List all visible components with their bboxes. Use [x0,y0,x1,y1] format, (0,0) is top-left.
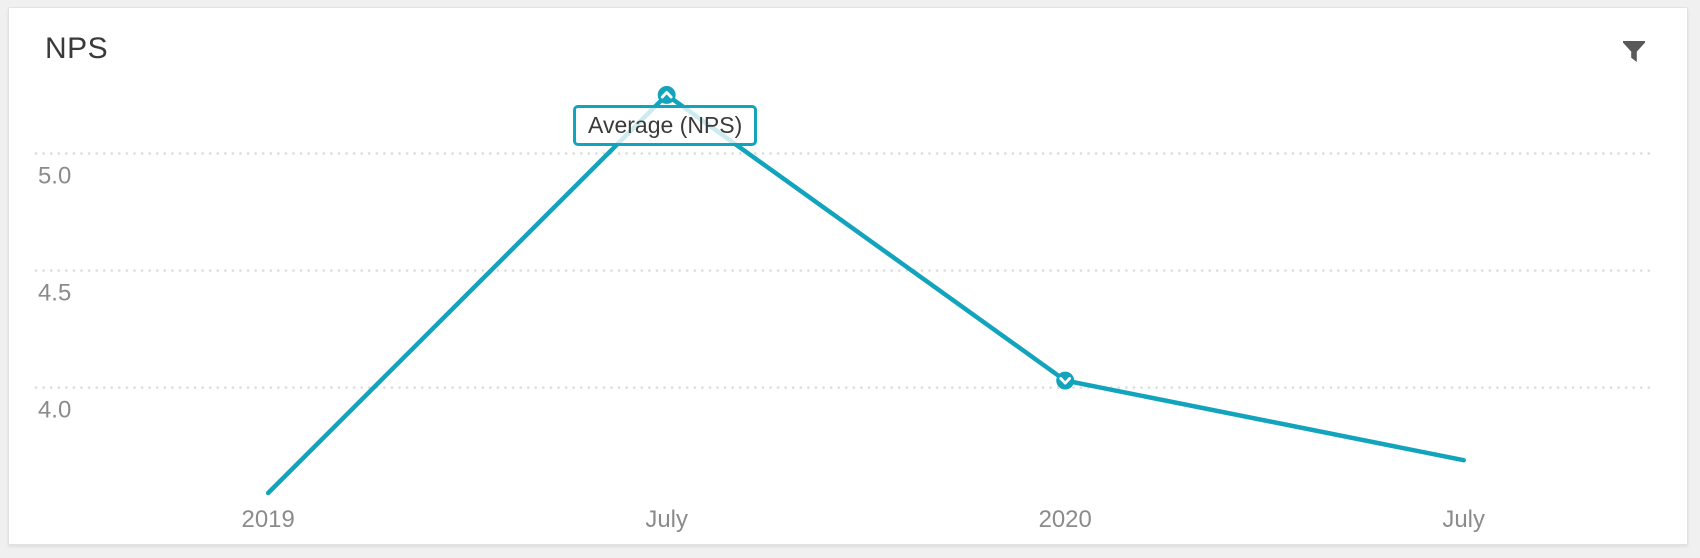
point-tooltip: Average (NPS) [573,105,758,146]
filter-funnel-icon [1623,41,1645,62]
x-tick-label: 2020 [1039,506,1092,533]
y-tick-label: 5.0 [38,162,71,189]
y-tick-label: 4.0 [38,396,71,423]
card-title: NPS [45,32,109,65]
point-tooltip-label: Average (NPS) [588,112,743,138]
line-chart-canvas[interactable]: 5.0 4.5 4.0 2019 July 2020 July [9,8,1687,544]
x-tick-label: 2019 [242,506,295,533]
y-tick-label: 4.5 [38,279,71,306]
filter-button[interactable] [1621,38,1647,64]
chart-line[interactable] [265,92,1466,496]
x-tick-label: July [645,506,688,533]
x-tick-label: July [1442,506,1485,533]
nps-chart-card: NPS 5.0 4.5 4.0 2019 July 2020 July Average (N… [8,7,1688,545]
